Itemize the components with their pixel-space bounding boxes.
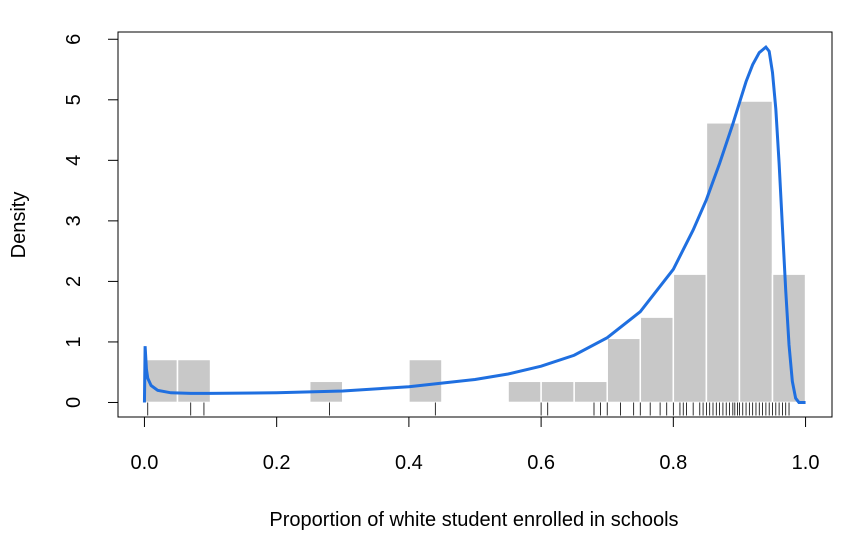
rug-marks <box>147 402 790 416</box>
x-tick-label: 1.0 <box>792 452 820 474</box>
y-tick-label: 6 <box>63 34 85 45</box>
histogram-bar <box>408 358 443 404</box>
y-axis-label: Density <box>8 192 30 259</box>
y-tick-label: 2 <box>63 276 85 287</box>
histogram-bar <box>606 337 642 404</box>
histogram-bar <box>507 380 542 404</box>
x-tick-label: 0.4 <box>395 452 423 474</box>
histogram-bar <box>573 380 608 404</box>
x-tick-label: 0.6 <box>527 452 555 474</box>
y-tick-label: 4 <box>63 155 85 166</box>
histogram-bar <box>540 380 575 404</box>
histogram-bar <box>639 316 675 404</box>
x-axis-label: Proportion of white student enrolled in … <box>269 509 678 531</box>
y-tick-label: 5 <box>63 94 85 105</box>
x-tick-label: 0.0 <box>131 452 159 474</box>
y-tick-label: 0 <box>63 397 85 408</box>
x-axis: 0.0 0.2 0.4 0.6 0.8 1.0 <box>131 416 820 474</box>
histogram-bar <box>176 358 212 404</box>
histogram-bars <box>143 100 807 404</box>
y-tick-label: 1 <box>63 336 85 347</box>
density-curve <box>142 44 806 404</box>
y-tick-label: 3 <box>63 215 85 226</box>
y-axis: 0 1 2 3 4 5 6 <box>63 34 119 408</box>
histogram-bar <box>672 273 708 404</box>
x-tick-label: 0.8 <box>659 452 687 474</box>
x-tick-label: 0.2 <box>263 452 291 474</box>
histogram-bar <box>705 122 741 404</box>
histogram-bar <box>738 100 774 404</box>
